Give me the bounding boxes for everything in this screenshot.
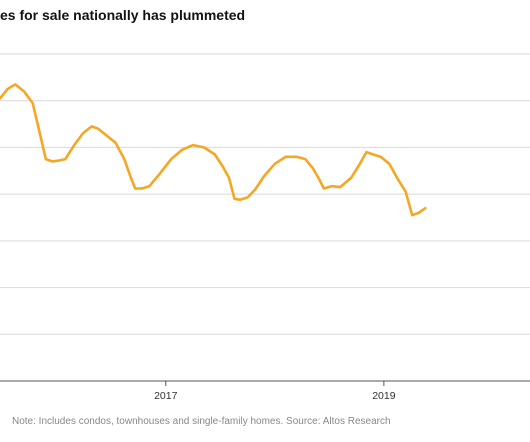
- x-tick-label: 2019: [372, 390, 396, 402]
- series-lines: [0, 83, 427, 217]
- chart-title: es for sale nationally has plummeted: [0, 7, 246, 23]
- gridlines: [0, 53, 530, 382]
- x-tick-label: 2017: [154, 390, 178, 402]
- x-axis: 2017 2019: [154, 381, 396, 402]
- source-note: Note: Includes condos, townhouses and si…: [12, 416, 391, 427]
- series-line: [0, 83, 427, 217]
